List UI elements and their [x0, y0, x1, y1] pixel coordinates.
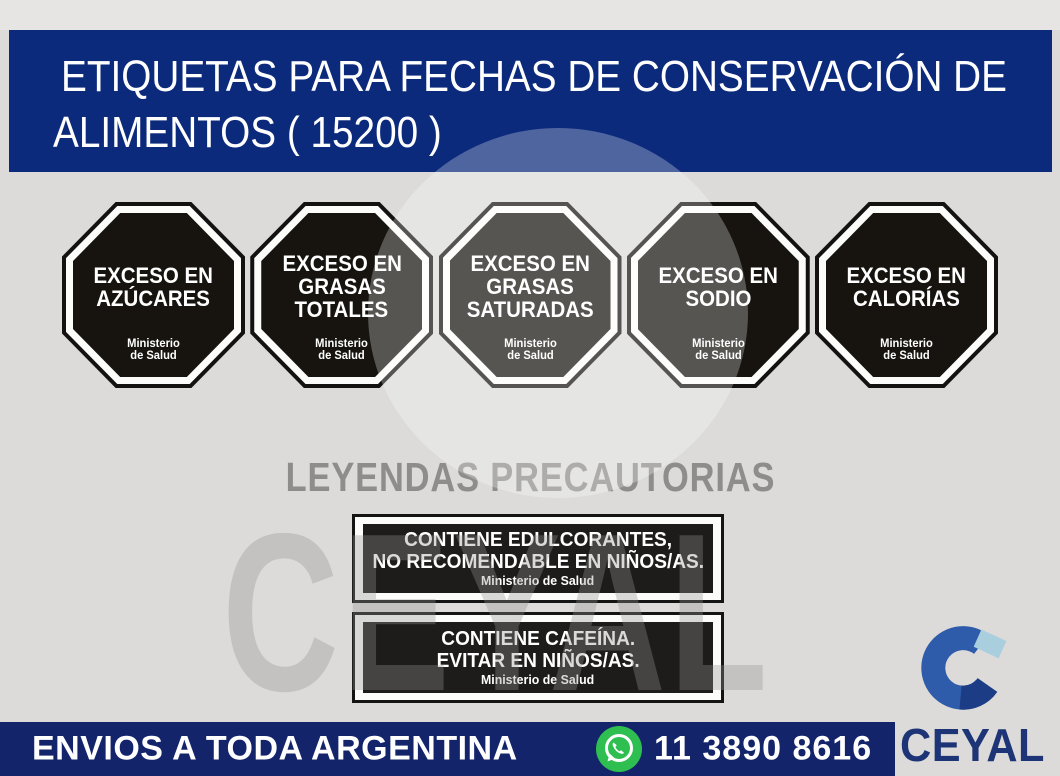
warning-seal-grasas-totales: EXCESO EN GRASAS TOTALES Ministerio de S…	[250, 202, 434, 388]
footer-bar: ENVIOS A TODA ARGENTINA 11 3890 8616	[0, 722, 895, 776]
warning-seal-sodio: EXCESO EN SODIO Ministerio de Salud	[626, 202, 810, 388]
octagon-fill	[449, 213, 611, 377]
seal-ministry: Ministerio de Salud	[127, 337, 180, 363]
section-title: LEYENDAS PRECAUTORIAS	[285, 454, 775, 500]
phone-number: 11 3890 8616	[654, 729, 873, 768]
legend-line: CONTIENE CAFEÍNA.	[441, 626, 635, 650]
page-title-line2: ALIMENTOS ( 15200 )	[53, 108, 442, 157]
legend-edulcorantes: CONTIENE EDULCORANTES, NO RECOMENDABLE E…	[352, 514, 724, 603]
octagon-fill	[73, 213, 234, 377]
page-title-line1: ETIQUETAS PARA FECHAS DE CONSERVACIÓN DE	[61, 52, 1007, 101]
legend-line: CONTIENE EDULCORANTES,	[404, 527, 672, 551]
legend-line: EVITAR EN NIÑOS/AS.	[436, 648, 640, 672]
top-strip	[0, 0, 1060, 30]
title-banner: ETIQUETAS PARA FECHAS DE CONSERVACIÓN DE…	[9, 30, 1052, 172]
legend-ministry: Ministerio de Salud	[481, 572, 595, 588]
seal-label: EXCESO EN SODIO	[658, 262, 778, 311]
seal-label: EXCESO EN CALORÍAS	[846, 262, 967, 311]
legend-cafeina: CONTIENE CAFEÍNA. EVITAR EN NIÑOS/AS. Mi…	[352, 612, 724, 703]
ceyal-logo-icon	[921, 626, 1007, 710]
warning-seal-grasas-saturadas: EXCESO EN GRASAS SATURADAS Ministerio de…	[438, 202, 622, 388]
octagon-fill	[637, 213, 799, 377]
seal-label: EXCESO EN AZÚCARES	[93, 262, 214, 311]
legend-ministry: Ministerio de Salud	[481, 671, 595, 687]
whatsapp-icon	[596, 726, 642, 772]
seal-ministry: Ministerio de Salud	[315, 337, 369, 363]
octagon-fill	[261, 213, 423, 377]
brand-wordmark: CEYAL	[900, 719, 1045, 771]
warning-seal-calorias: EXCESO EN CALORÍAS Ministerio de Salud	[815, 202, 998, 388]
seal-label: EXCESO EN GRASAS SATURADAS	[466, 251, 594, 323]
shipping-text: ENVIOS A TODA ARGENTINA	[32, 729, 518, 768]
seal-ministry: Ministerio de Salud	[880, 337, 933, 363]
legend-line: NO RECOMENDABLE EN NIÑOS/AS.	[372, 549, 704, 573]
octagon-fill	[826, 213, 987, 377]
warning-seal-row: EXCESO EN AZÚCARES Ministerio de Salud E…	[62, 202, 998, 388]
seal-ministry: Ministerio de Salud	[691, 337, 745, 363]
precautionary-legends: CONTIENE EDULCORANTES, NO RECOMENDABLE E…	[352, 514, 724, 703]
warning-seal-azucares: EXCESO EN AZÚCARES Ministerio de Salud	[62, 202, 245, 388]
seal-label: EXCESO EN GRASAS TOTALES	[282, 251, 402, 323]
seal-ministry: Ministerio de Salud	[503, 337, 557, 363]
